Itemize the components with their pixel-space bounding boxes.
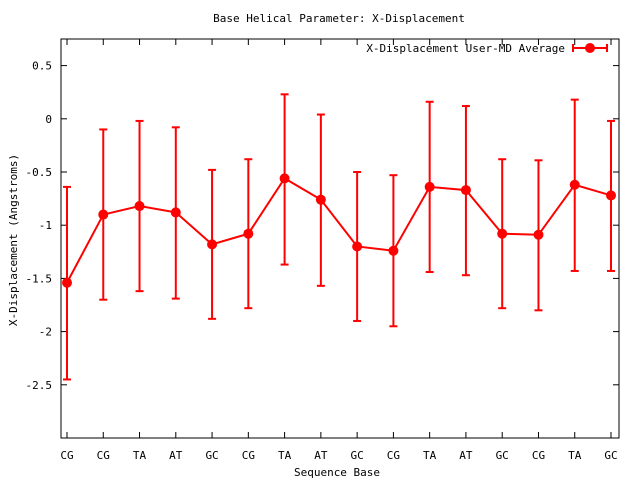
x-tick-label: CG [387,449,400,462]
x-tick-label: CG [60,449,73,462]
y-tick-label: -1.5 [26,272,53,285]
data-point [315,194,326,205]
x-tick-label: TA [133,449,147,462]
x-axis-label: Sequence Base [294,466,380,479]
x-tick-label: CG [97,449,110,462]
data-point [98,209,109,220]
y-tick-label: 0 [45,113,52,126]
x-tick-label: AT [169,449,183,462]
data-point [352,241,363,252]
legend: X-Displacement User-MD Average [366,42,608,55]
data-point [569,179,580,190]
x-tick-label: TA [278,449,292,462]
plot-frame [60,38,620,439]
series-line [66,177,612,284]
data-point [424,181,435,192]
y-axis: 0.5 0 -0.5 -1 -1.5 -2 -2.5 [26,60,619,392]
data-point [388,245,399,256]
x-tick-label: GC [351,449,364,462]
x-tick-label: GC [496,449,509,462]
x-tick-label: CG [532,449,545,462]
data-point [243,228,254,239]
x-axis: CG CG TA AT GC CG TA AT GC CG TA AT GC CG TA GC [60,39,618,462]
chart-title: Base Helical Parameter: X-Displacement [213,12,465,25]
data-point [134,201,145,212]
y-tick-label: -1 [39,219,52,232]
y-axis-label: X-Displacement (Angstroms) [7,154,20,326]
x-tick-label: TA [423,449,437,462]
legend-marker [585,43,595,53]
data-point [170,207,181,218]
data-point [533,229,544,240]
x-tick-label: TA [568,449,582,462]
data-point [62,277,72,288]
data-point [460,185,471,196]
y-tick-label: 0.5 [32,60,52,73]
x-tick-label: GC [604,449,617,462]
y-tick-label: -2.5 [26,379,53,392]
data-point [606,190,616,201]
x-tick-label: AT [314,449,328,462]
data-point [497,228,508,239]
y-tick-label: -2 [39,326,52,339]
data-point [207,239,218,250]
series-group [62,93,616,381]
x-tick-label: AT [459,449,473,462]
x-tick-label: GC [205,449,218,462]
x-tick-label: CG [242,449,255,462]
data-point [279,173,290,184]
y-tick-label: -0.5 [26,166,53,179]
legend-label: X-Displacement User-MD Average [366,42,565,55]
